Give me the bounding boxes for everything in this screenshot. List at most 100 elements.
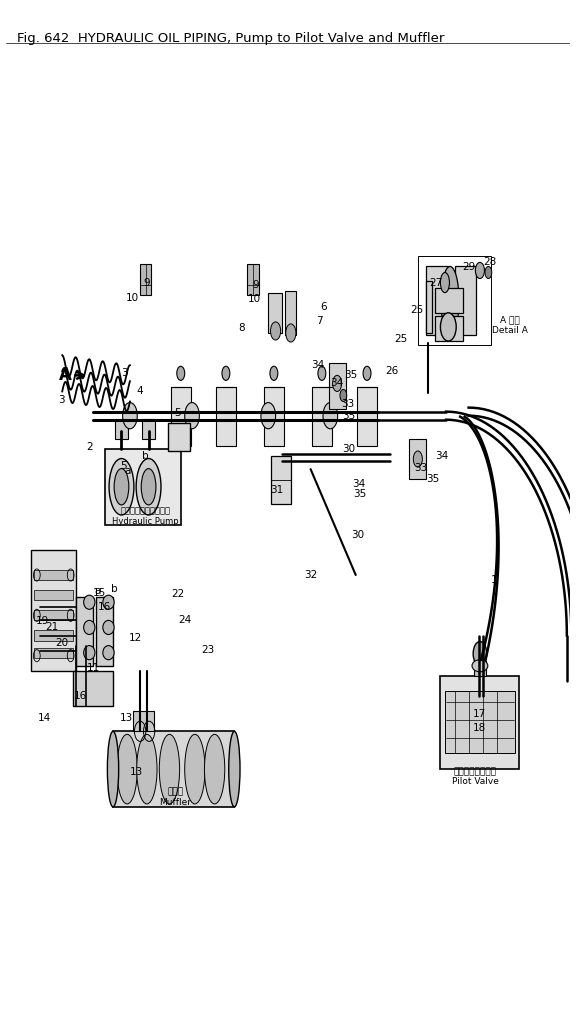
Bar	[418, 256, 491, 345]
Circle shape	[185, 402, 199, 429]
Ellipse shape	[270, 366, 278, 381]
Ellipse shape	[286, 324, 296, 342]
Text: 12: 12	[129, 633, 142, 642]
Bar	[474, 661, 486, 676]
Text: 5: 5	[174, 407, 181, 418]
Bar	[271, 456, 291, 504]
Text: 13: 13	[130, 767, 143, 777]
Text: 26: 26	[385, 366, 399, 377]
Bar	[285, 290, 297, 335]
Bar	[410, 438, 426, 480]
Text: 6: 6	[320, 301, 327, 312]
Text: 16: 16	[98, 602, 111, 612]
Text: マフラ
Muffler: マフラ Muffler	[159, 787, 191, 807]
Text: 13: 13	[119, 713, 132, 723]
Text: 9: 9	[143, 278, 150, 287]
Text: 9: 9	[252, 280, 259, 289]
Bar	[74, 671, 113, 706]
Ellipse shape	[136, 459, 161, 514]
Text: 35: 35	[344, 370, 358, 381]
Text: 7: 7	[316, 316, 323, 326]
Text: 34: 34	[435, 451, 449, 461]
Bar	[312, 388, 332, 446]
Text: 14: 14	[37, 713, 51, 723]
Bar	[132, 711, 154, 732]
Ellipse shape	[177, 366, 185, 381]
Bar	[247, 264, 259, 294]
Text: 35: 35	[354, 490, 367, 499]
Bar	[34, 570, 74, 580]
Bar	[34, 647, 74, 658]
Ellipse shape	[103, 645, 114, 660]
Ellipse shape	[472, 660, 488, 672]
Text: a: a	[94, 587, 100, 596]
Text: 18: 18	[473, 723, 487, 734]
Text: 31: 31	[270, 486, 283, 495]
Bar	[426, 267, 448, 335]
Text: ハイドロリックポンプ
Hydraulic Pump: ハイドロリックポンプ Hydraulic Pump	[112, 507, 179, 526]
Text: b: b	[111, 584, 118, 594]
Ellipse shape	[485, 267, 492, 279]
Text: 21: 21	[46, 623, 59, 633]
Text: 16: 16	[74, 691, 88, 701]
Text: 17: 17	[473, 709, 487, 719]
Ellipse shape	[271, 322, 281, 340]
Bar	[31, 549, 76, 671]
Text: 25: 25	[394, 334, 408, 344]
Ellipse shape	[103, 620, 114, 635]
Bar	[34, 610, 74, 620]
Text: b: b	[142, 451, 149, 461]
Bar	[435, 316, 463, 341]
Text: A: A	[59, 366, 71, 385]
Bar	[168, 423, 190, 451]
Text: 22: 22	[171, 590, 184, 599]
Bar	[76, 597, 93, 666]
Text: 15: 15	[93, 589, 106, 598]
Bar	[105, 449, 181, 525]
Ellipse shape	[185, 735, 205, 804]
Text: Fig. 642  HYDRAULIC OIL PIPING, Pump to Pilot Valve and Muffler: Fig. 642 HYDRAULIC OIL PIPING, Pump to P…	[17, 33, 445, 45]
Bar	[34, 631, 74, 640]
Text: 34: 34	[330, 379, 343, 388]
Text: 10: 10	[126, 292, 139, 303]
Ellipse shape	[137, 735, 157, 804]
Text: 35: 35	[426, 474, 439, 485]
Bar	[435, 288, 463, 313]
Ellipse shape	[318, 366, 326, 381]
Bar	[426, 281, 432, 333]
Ellipse shape	[204, 735, 225, 804]
Bar	[357, 388, 377, 446]
Bar	[445, 691, 515, 753]
Bar	[142, 419, 156, 439]
Bar	[264, 388, 284, 446]
Ellipse shape	[441, 267, 459, 335]
Text: 33: 33	[341, 398, 354, 409]
Ellipse shape	[84, 595, 95, 609]
Text: 11: 11	[86, 663, 100, 673]
Bar	[140, 264, 151, 294]
Text: 29: 29	[462, 262, 475, 273]
Text: 5: 5	[120, 461, 127, 471]
Ellipse shape	[114, 468, 129, 505]
Text: 1: 1	[491, 575, 497, 586]
Bar	[115, 419, 128, 439]
Circle shape	[123, 402, 137, 429]
Text: 34: 34	[353, 480, 366, 489]
Text: 20: 20	[56, 638, 69, 647]
Text: a: a	[124, 466, 130, 476]
Ellipse shape	[441, 273, 449, 292]
Circle shape	[323, 402, 338, 429]
Text: 3: 3	[58, 394, 65, 404]
Ellipse shape	[109, 459, 134, 514]
Ellipse shape	[103, 595, 114, 609]
Ellipse shape	[363, 366, 371, 381]
Text: 2: 2	[86, 441, 93, 452]
Ellipse shape	[84, 645, 95, 660]
Bar	[329, 363, 346, 409]
Text: 27: 27	[429, 278, 442, 287]
Text: 3: 3	[121, 368, 128, 379]
Bar	[113, 732, 234, 807]
Ellipse shape	[84, 620, 95, 635]
Text: 25: 25	[410, 305, 423, 315]
Text: 32: 32	[304, 570, 317, 580]
